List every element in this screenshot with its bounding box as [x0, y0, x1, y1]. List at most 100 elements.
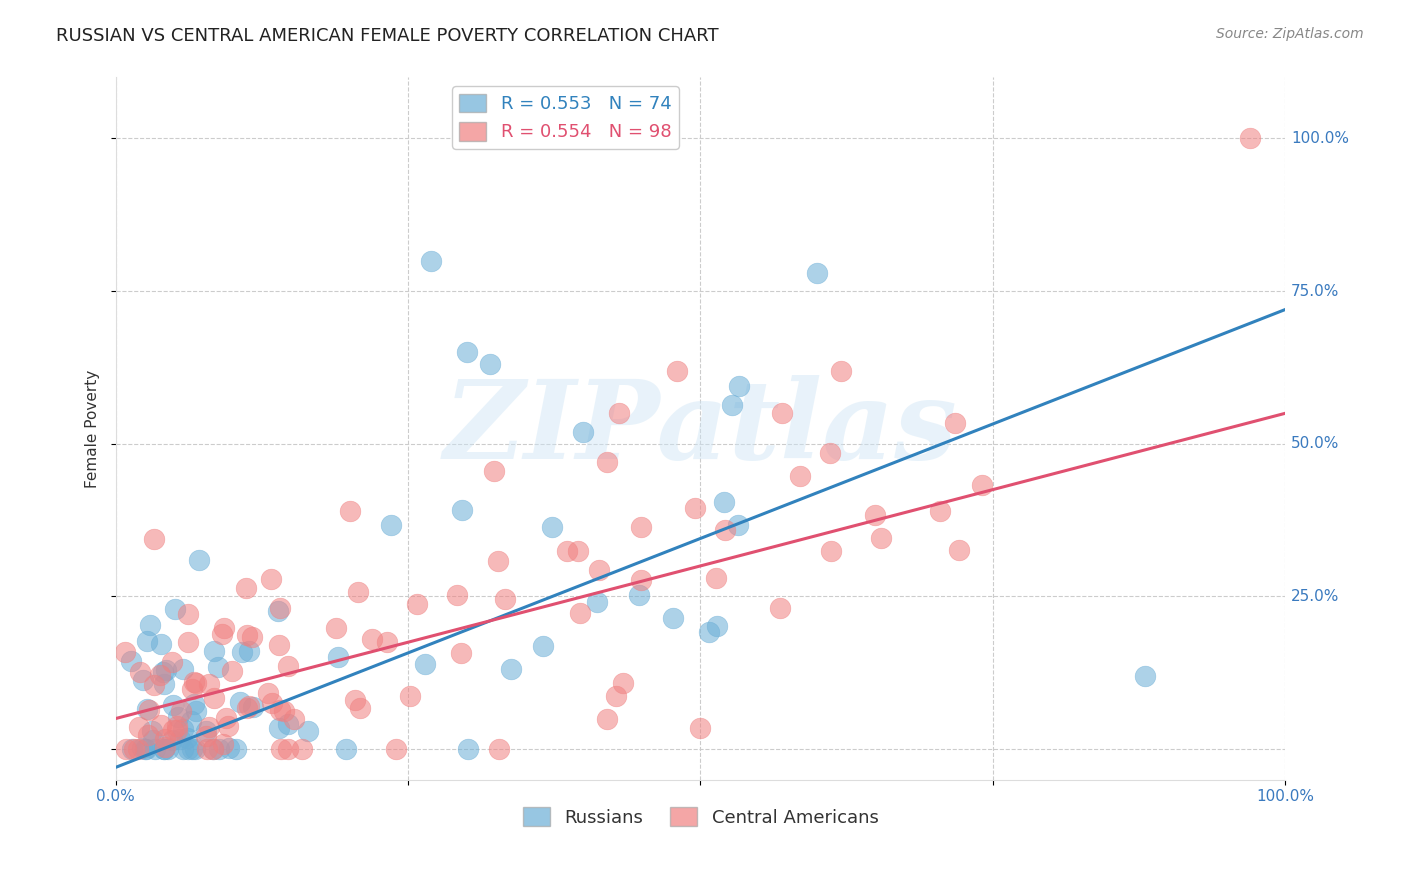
- Point: [714, 523, 737, 537]
- Point: [217, 718, 239, 732]
- Point: [267, 721, 290, 735]
- Point: [451, 503, 474, 517]
- Point: [221, 664, 243, 678]
- Point: [160, 732, 183, 747]
- Point: [163, 602, 186, 616]
- Point: [257, 686, 280, 700]
- Point: [277, 717, 299, 731]
- Point: [136, 702, 159, 716]
- Point: [1133, 669, 1156, 683]
- Point: [555, 543, 578, 558]
- Point: [770, 406, 793, 420]
- Point: [456, 345, 478, 359]
- Point: [818, 446, 841, 460]
- Point: [184, 676, 207, 690]
- Point: [568, 606, 591, 620]
- Point: [135, 742, 157, 756]
- Point: [201, 742, 224, 756]
- Point: [406, 597, 429, 611]
- Point: [486, 554, 509, 568]
- Point: [152, 665, 174, 679]
- Point: [494, 592, 516, 607]
- Point: [186, 704, 208, 718]
- Point: [139, 617, 162, 632]
- Point: [413, 657, 436, 671]
- Point: [228, 695, 250, 709]
- Point: [138, 728, 160, 742]
- Point: [153, 742, 176, 756]
- Point: [662, 610, 685, 624]
- Point: [141, 724, 163, 739]
- Text: 100.0%: 100.0%: [1291, 131, 1350, 146]
- Point: [198, 720, 221, 734]
- Point: [195, 742, 218, 756]
- Point: [176, 731, 198, 746]
- Point: [236, 701, 259, 715]
- Point: [948, 542, 970, 557]
- Point: [197, 677, 219, 691]
- Point: [195, 729, 218, 743]
- Point: [231, 644, 253, 658]
- Point: [114, 742, 136, 756]
- Point: [212, 737, 235, 751]
- Point: [180, 681, 202, 696]
- Text: 50.0%: 50.0%: [1291, 436, 1340, 451]
- Point: [596, 455, 619, 469]
- Point: [806, 266, 828, 280]
- Point: [142, 733, 165, 747]
- Point: [820, 544, 842, 558]
- Point: [153, 742, 176, 756]
- Point: [266, 604, 288, 618]
- Point: [134, 742, 156, 756]
- Point: [211, 627, 233, 641]
- Point: [328, 649, 350, 664]
- Point: [457, 742, 479, 756]
- Point: [488, 742, 510, 756]
- Text: ZIPatlas: ZIPatlas: [443, 375, 957, 483]
- Point: [540, 520, 562, 534]
- Point: [346, 585, 368, 599]
- Point: [789, 468, 811, 483]
- Point: [184, 742, 207, 756]
- Point: [121, 742, 143, 756]
- Point: [830, 363, 852, 377]
- Point: [242, 699, 264, 714]
- Point: [361, 632, 384, 646]
- Point: [131, 740, 153, 755]
- Point: [260, 696, 283, 710]
- Point: [297, 724, 319, 739]
- Point: [177, 635, 200, 649]
- Text: RUSSIAN VS CENTRAL AMERICAN FEMALE POVERTY CORRELATION CHART: RUSSIAN VS CENTRAL AMERICAN FEMALE POVER…: [56, 27, 718, 45]
- Point: [160, 655, 183, 669]
- Point: [283, 712, 305, 726]
- Point: [420, 253, 443, 268]
- Point: [183, 697, 205, 711]
- Point: [128, 720, 150, 734]
- Point: [630, 520, 652, 534]
- Point: [482, 464, 505, 478]
- Point: [240, 630, 263, 644]
- Point: [380, 517, 402, 532]
- Point: [706, 571, 728, 585]
- Point: [183, 674, 205, 689]
- Text: 75.0%: 75.0%: [1291, 284, 1340, 299]
- Point: [567, 543, 589, 558]
- Point: [149, 638, 172, 652]
- Point: [172, 662, 194, 676]
- Y-axis label: Female Poverty: Female Poverty: [86, 369, 100, 488]
- Point: [188, 552, 211, 566]
- Point: [142, 532, 165, 546]
- Point: [697, 625, 720, 640]
- Point: [572, 425, 595, 439]
- Point: [627, 588, 650, 602]
- Point: [478, 358, 501, 372]
- Point: [207, 659, 229, 673]
- Point: [588, 563, 610, 577]
- Point: [689, 721, 711, 735]
- Point: [202, 644, 225, 658]
- Point: [339, 504, 361, 518]
- Point: [260, 572, 283, 586]
- Point: [291, 742, 314, 756]
- Point: [277, 742, 299, 756]
- Point: [172, 722, 194, 736]
